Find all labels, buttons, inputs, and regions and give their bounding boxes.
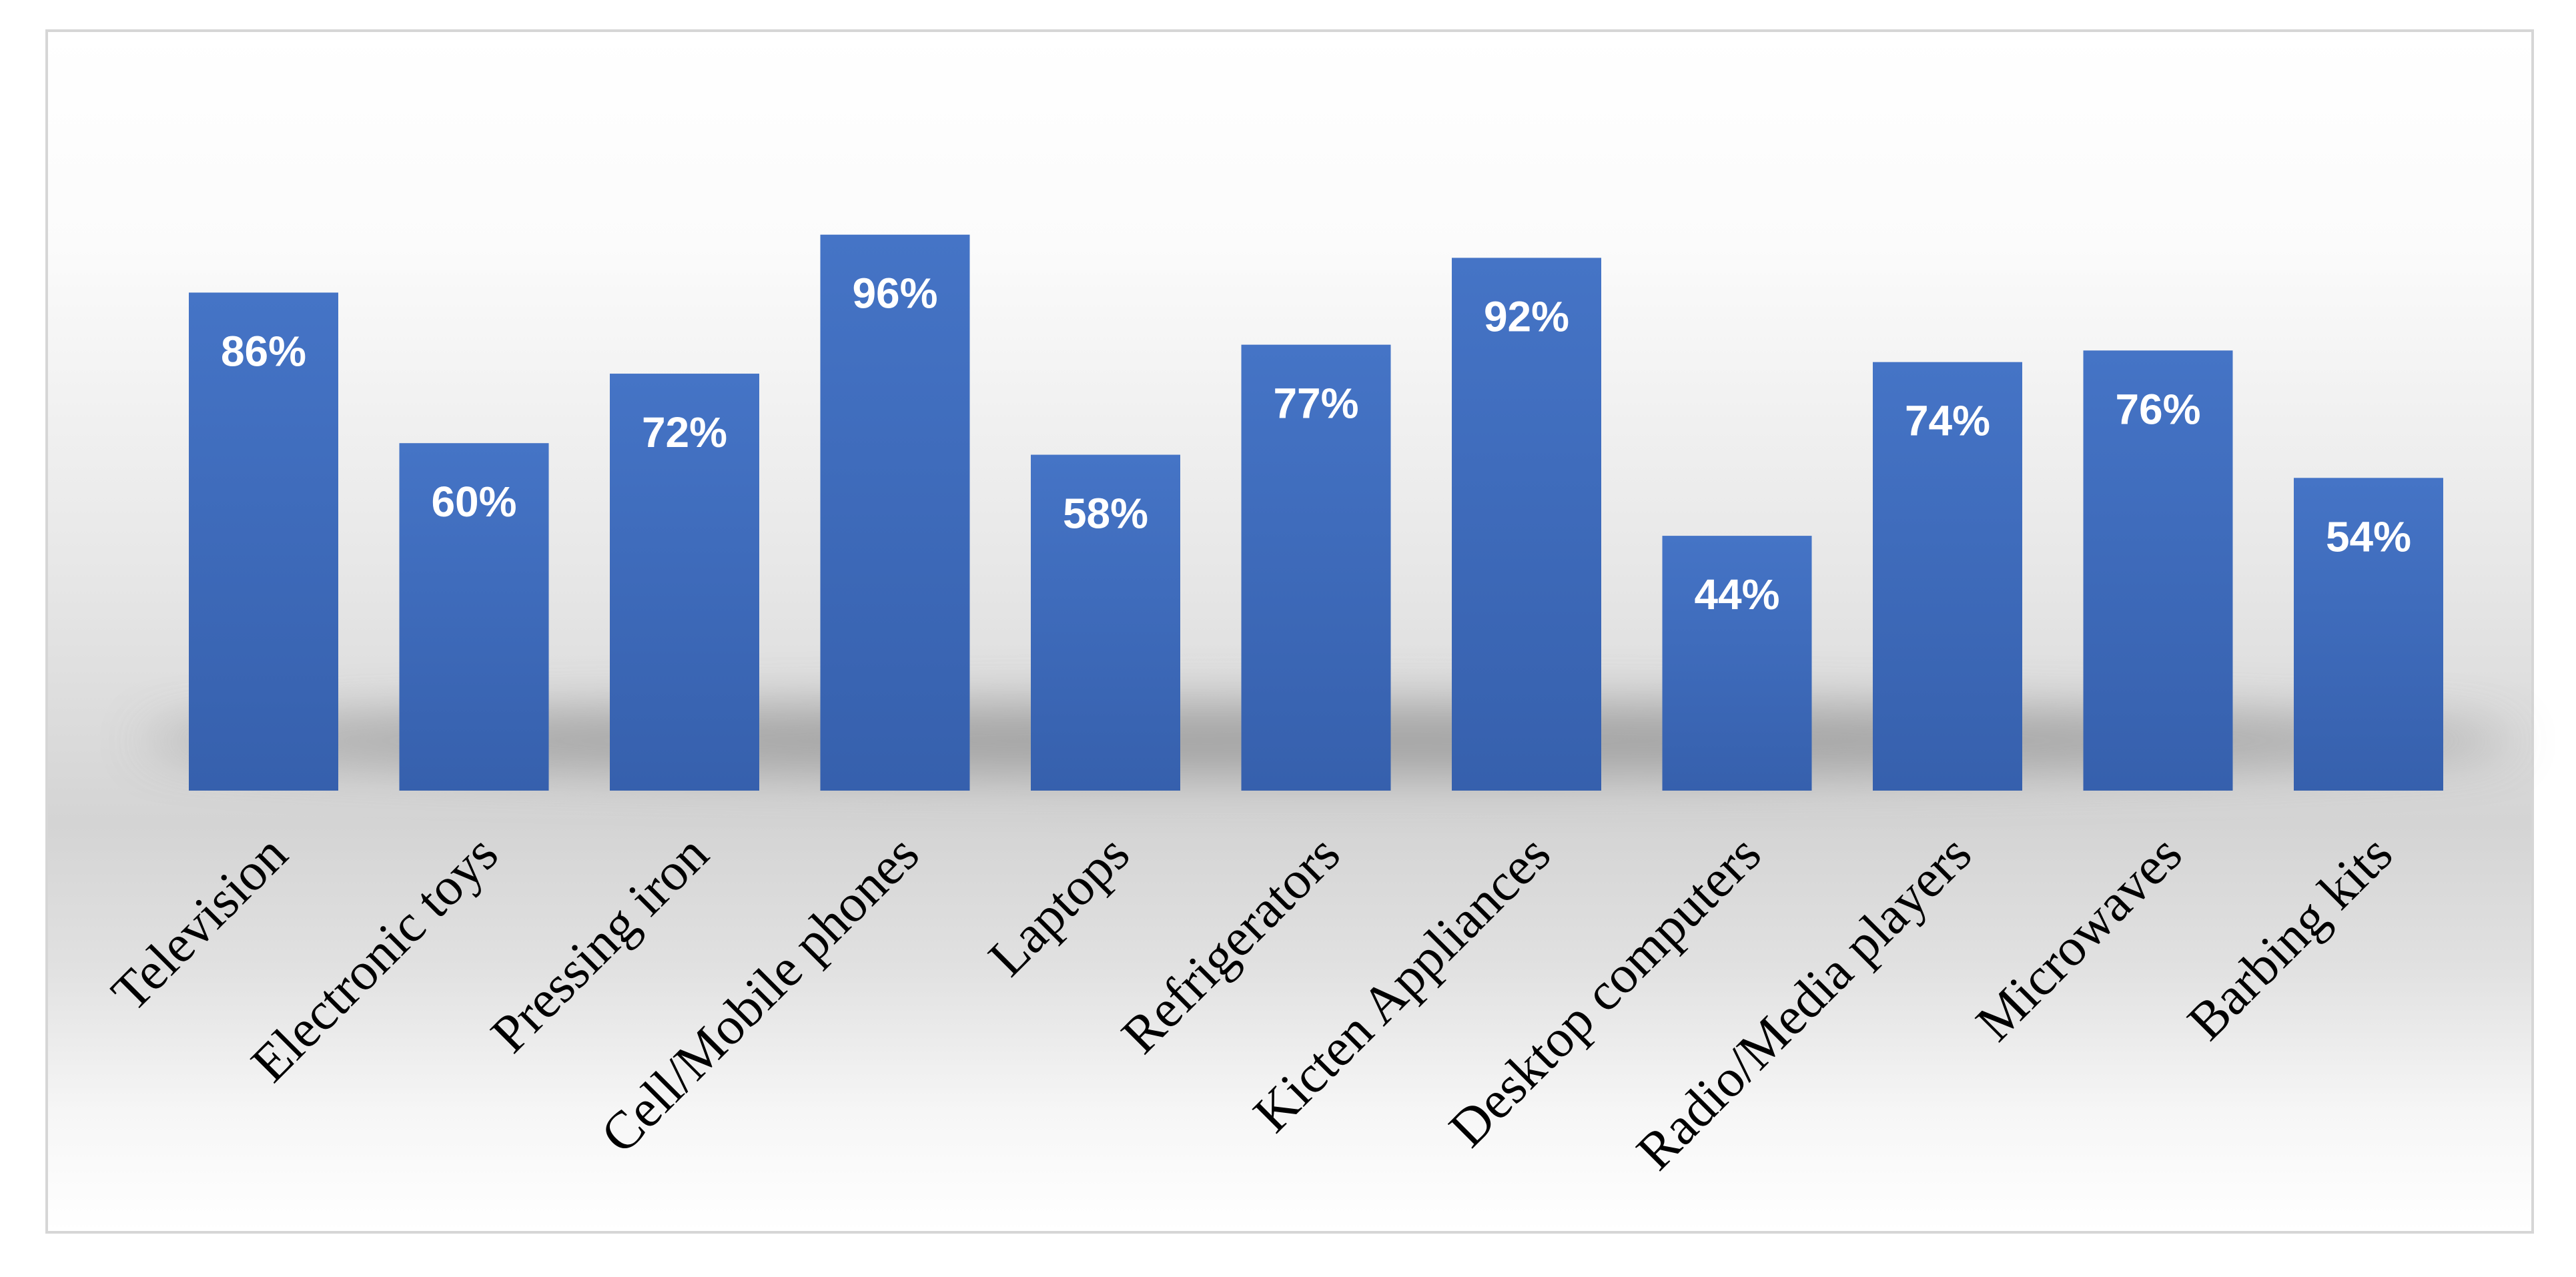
category-label-10: Barbing kits [2176,825,2403,1051]
bar-0 [189,292,338,791]
bar-9 [2083,350,2233,791]
category-label-9: Microwaves [1965,825,2193,1053]
data-label-10: 54% [2326,512,2411,560]
category-label-4: Laptops [977,825,1140,987]
data-label-0: 86% [221,328,306,376]
data-label-1: 60% [431,478,516,526]
bar-7 [1662,536,1812,791]
data-label-3: 96% [852,270,937,318]
category-label-2: Pressing iron [480,825,720,1064]
category-label-0: Television [101,825,299,1023]
bar-1 [399,443,549,791]
data-label-6: 92% [1484,292,1569,340]
bar-2 [610,374,759,791]
data-label-8: 74% [1905,397,1990,445]
data-label-7: 44% [1694,570,1779,618]
data-label-5: 77% [1273,380,1358,428]
bar-8 [1873,362,2022,791]
bar-3 [820,234,970,791]
bar-6 [1452,258,1601,791]
data-label-4: 58% [1063,490,1148,538]
bar-4 [1031,454,1180,791]
bar-10 [2294,478,2443,791]
bar-5 [1241,344,1391,791]
data-label-2: 72% [642,408,727,456]
data-label-9: 76% [2115,385,2200,433]
